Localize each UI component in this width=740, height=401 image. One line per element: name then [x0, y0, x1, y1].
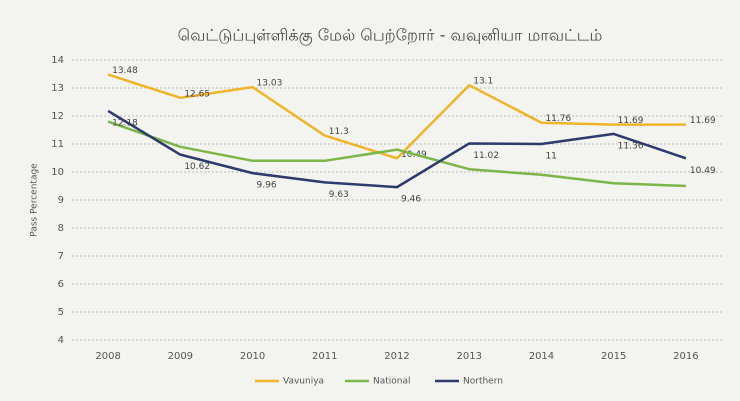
data-label: 11: [545, 152, 556, 162]
x-tick-label: 2016: [673, 351, 698, 362]
y-tick-label: 13: [51, 83, 64, 94]
y-axis-label: Pass Percentage: [30, 163, 40, 237]
y-tick-label: 8: [58, 223, 64, 234]
data-label: 11.3: [329, 127, 349, 137]
line: [107, 109, 687, 189]
data-label: 12.65: [184, 89, 210, 99]
data-label: 13.1: [473, 77, 493, 87]
y-tick-label: 10: [51, 167, 64, 178]
data-label: 10.49: [690, 166, 716, 176]
x-tick-label: 2010: [240, 351, 265, 362]
y-tick-label: 9: [58, 195, 64, 206]
data-label: 11.69: [690, 116, 716, 126]
data-label: 12.18: [112, 118, 138, 128]
data-label: 10.62: [184, 162, 210, 172]
data-label: 9.46: [401, 195, 421, 205]
data-label: 13.03: [257, 79, 283, 89]
x-tick-label: 2014: [529, 351, 554, 362]
x-tick-label: 2015: [601, 351, 626, 362]
data-label: 11.76: [545, 114, 571, 124]
x-tick-label: 2008: [95, 351, 120, 362]
x-tick-label: 2009: [168, 351, 193, 362]
y-tick-label: 4: [58, 335, 64, 346]
data-label: 11.36: [618, 141, 644, 151]
y-tick-label: 5: [58, 307, 64, 318]
data-label: 13.48: [112, 66, 138, 76]
legend-label: Northern: [463, 377, 503, 387]
data-label: 9.96: [257, 181, 277, 191]
y-tick-label: 11: [51, 139, 64, 150]
line: [107, 73, 686, 160]
data-label: 11.69: [618, 116, 644, 126]
x-tick-label: 2012: [384, 351, 409, 362]
y-tick-label: 7: [58, 251, 64, 262]
y-tick-label: 12: [51, 111, 64, 122]
chart-title: வெட்டுப்புள்ளிக்கு மேல் பெற்றோர் - வவுனி…: [178, 26, 603, 46]
line: [107, 120, 686, 188]
data-label: 9.63: [329, 190, 349, 200]
y-tick-label: 6: [58, 279, 64, 290]
legend-label: Vavuniya: [283, 377, 324, 387]
legend-label: National: [373, 377, 411, 387]
data-label: 11.02: [473, 151, 499, 161]
x-tick-label: 2011: [312, 351, 337, 362]
x-tick-label: 2013: [456, 351, 481, 362]
y-tick-label: 14: [51, 55, 64, 66]
